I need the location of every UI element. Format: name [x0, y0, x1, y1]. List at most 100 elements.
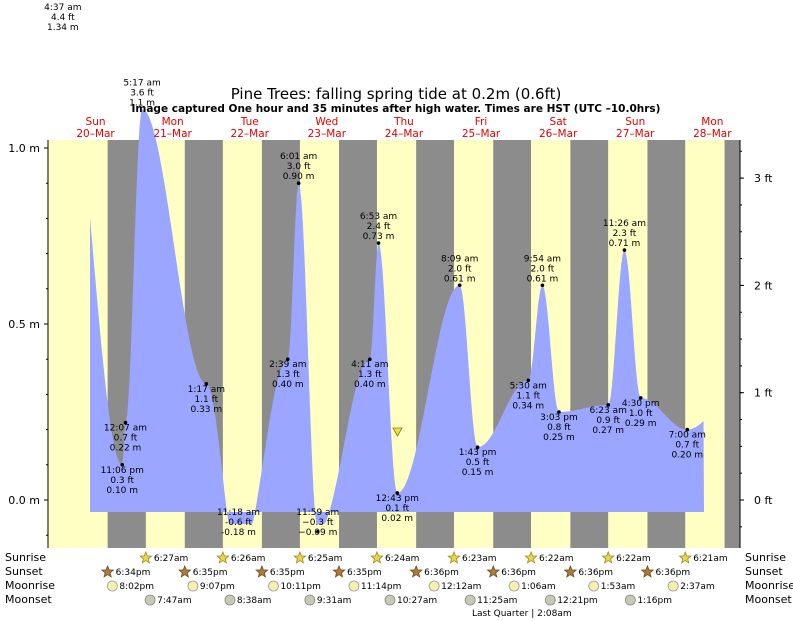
- tide-ft-label: 2.0 ft: [448, 264, 472, 274]
- tide-time-label: 9:54 am: [524, 254, 561, 264]
- moonset-time: 1:16pm: [637, 596, 672, 606]
- moonset-time: 9:31am: [317, 596, 352, 606]
- day-label-date: 20–Mar: [76, 128, 115, 140]
- moonset-icon: [224, 594, 236, 606]
- sunrise-icon: [370, 550, 384, 564]
- tide-time-label: 7:00 am: [669, 431, 706, 441]
- sunrise-time: 6:25am: [308, 554, 343, 564]
- tide-m-label: 0.27 m: [592, 426, 624, 436]
- tide-time-label: 11:59 am: [296, 508, 339, 518]
- tide-extreme-point: [622, 248, 627, 252]
- chart-header: Pine Trees: falling spring tide at 0.2m …: [132, 85, 661, 115]
- day-label-dow: Sat: [550, 116, 567, 128]
- tide-extreme-point: [395, 491, 400, 495]
- sunrise-icon: [447, 550, 461, 564]
- day-label-date: 21–Mar: [153, 128, 192, 140]
- tide-time-label: 6:53 am: [360, 212, 397, 222]
- tide-m-label: 1.1 m: [129, 98, 155, 108]
- tide-extreme-point: [475, 445, 480, 450]
- tide-extreme-point: [526, 378, 531, 383]
- sunset-time: 6:36pm: [424, 568, 459, 578]
- moonrise-time: 1:53am: [601, 582, 636, 592]
- tide-ft-label: 0.9 ft: [596, 416, 620, 426]
- tide-extreme-point: [120, 463, 125, 467]
- moonrise-time: 8:02pm: [119, 582, 154, 592]
- tide-m-label: 0.61 m: [444, 274, 476, 284]
- moonrise-icon: [268, 580, 279, 592]
- sunrise-icon: [216, 550, 230, 564]
- day-label-date: 22–Mar: [231, 128, 270, 140]
- tide-ft-label: −0.3 ft: [302, 518, 334, 528]
- sunset-icon: [255, 564, 269, 578]
- tide-time-label: 6:23 am: [590, 406, 627, 416]
- row-label-right: Moonrise: [745, 579, 793, 592]
- tide-time-label: 4:37 am: [44, 3, 81, 13]
- sunset-icon: [100, 564, 115, 578]
- moonset-icon: [144, 594, 156, 606]
- sunrise-time: 6:23am: [462, 554, 497, 564]
- sunset-icon: [409, 564, 423, 578]
- row-label-right: Moonset: [745, 593, 792, 606]
- row-label-right: Sunset: [745, 565, 783, 578]
- sunrise-icon: [293, 550, 307, 564]
- tide-m-label: -0.18 m: [221, 528, 256, 538]
- tide-time-label: 1:43 pm: [459, 448, 497, 458]
- moonrise-icon: [508, 580, 520, 592]
- tide-ft-label: 2.3 ft: [613, 229, 637, 239]
- day-label-dow: Tue: [240, 116, 259, 128]
- moonset-icon: [624, 594, 636, 606]
- sunrise-time: 6:27am: [154, 554, 189, 564]
- day-label-dow: Mon: [162, 116, 184, 128]
- day-label-date: 27–Mar: [616, 128, 655, 140]
- tide-extreme-point: [286, 357, 290, 362]
- tide-m-label: 0.20 m: [671, 451, 703, 461]
- moonrise-time: 1:06am: [521, 582, 556, 592]
- tide-extreme-point: [685, 427, 690, 432]
- tide-extreme-point: [204, 382, 209, 386]
- sunset-time: 6:35pm: [347, 568, 382, 578]
- tide-water-area: [90, 109, 704, 525]
- sunrise-icon: [678, 550, 692, 564]
- tide-ft-label: 2.4 ft: [367, 222, 391, 232]
- sunrise-icon: [601, 550, 615, 564]
- moonset-time: 12:21pm: [557, 596, 597, 606]
- chart-subtitle: Image captured One hour and 35 minutes a…: [132, 103, 661, 115]
- tide-ft-label: 0.1 ft: [385, 504, 409, 514]
- sunrise-time: 6:26am: [231, 554, 265, 564]
- moonset-time: 11:25am: [477, 596, 517, 606]
- day-label-date: 25–Mar: [462, 128, 501, 140]
- day-label-date: 26–Mar: [539, 128, 578, 140]
- moonset-time: 8:38am: [237, 596, 271, 606]
- moonrise-icon: [667, 580, 679, 592]
- moonrise-icon: [428, 580, 440, 592]
- tide-time-label: 1:17 am: [188, 385, 225, 395]
- y-tick-label-left: 1.0 m: [8, 142, 40, 155]
- sunset-time: 6:36pm: [655, 568, 690, 578]
- chart-title: Pine Trees: falling spring tide at 0.2m …: [231, 85, 562, 103]
- sunset-icon: [563, 564, 578, 578]
- row-label-left: Moonrise: [5, 579, 55, 592]
- tide-extreme-point: [557, 410, 561, 414]
- day-label-dow: Sun: [86, 116, 106, 128]
- tide-m-label: 0.29 m: [625, 419, 657, 429]
- moonrise-icon: [187, 580, 199, 592]
- tide-time-label: 11:26 am: [603, 219, 646, 229]
- moonrise-time: 2:37am: [680, 582, 715, 592]
- tide-water-fill: [90, 109, 704, 525]
- tide-time-label: 8:09 am: [441, 254, 478, 264]
- tide-extreme-point: [540, 283, 545, 288]
- tide-ft-label: -0.6 ft: [225, 518, 252, 528]
- tide-ft-label: 0.7 ft: [675, 441, 699, 451]
- sunset-icon: [332, 564, 346, 578]
- day-label-date: 23–Mar: [308, 128, 347, 140]
- tide-m-label: 0.34 m: [512, 401, 544, 411]
- sunset-time: 6:34pm: [116, 568, 151, 578]
- moonrise-time: 12:12am: [441, 582, 481, 592]
- tide-ft-label: 4.4 ft: [51, 13, 75, 23]
- tide-time-label: 4:11 am: [351, 360, 388, 370]
- tide-extreme-point: [457, 283, 462, 288]
- moon-phase-label: Last Quarter | 2:08am: [472, 609, 572, 619]
- tide-ft-label: 1.3 ft: [358, 370, 382, 380]
- tide-time-label: 12:07 am: [104, 424, 147, 434]
